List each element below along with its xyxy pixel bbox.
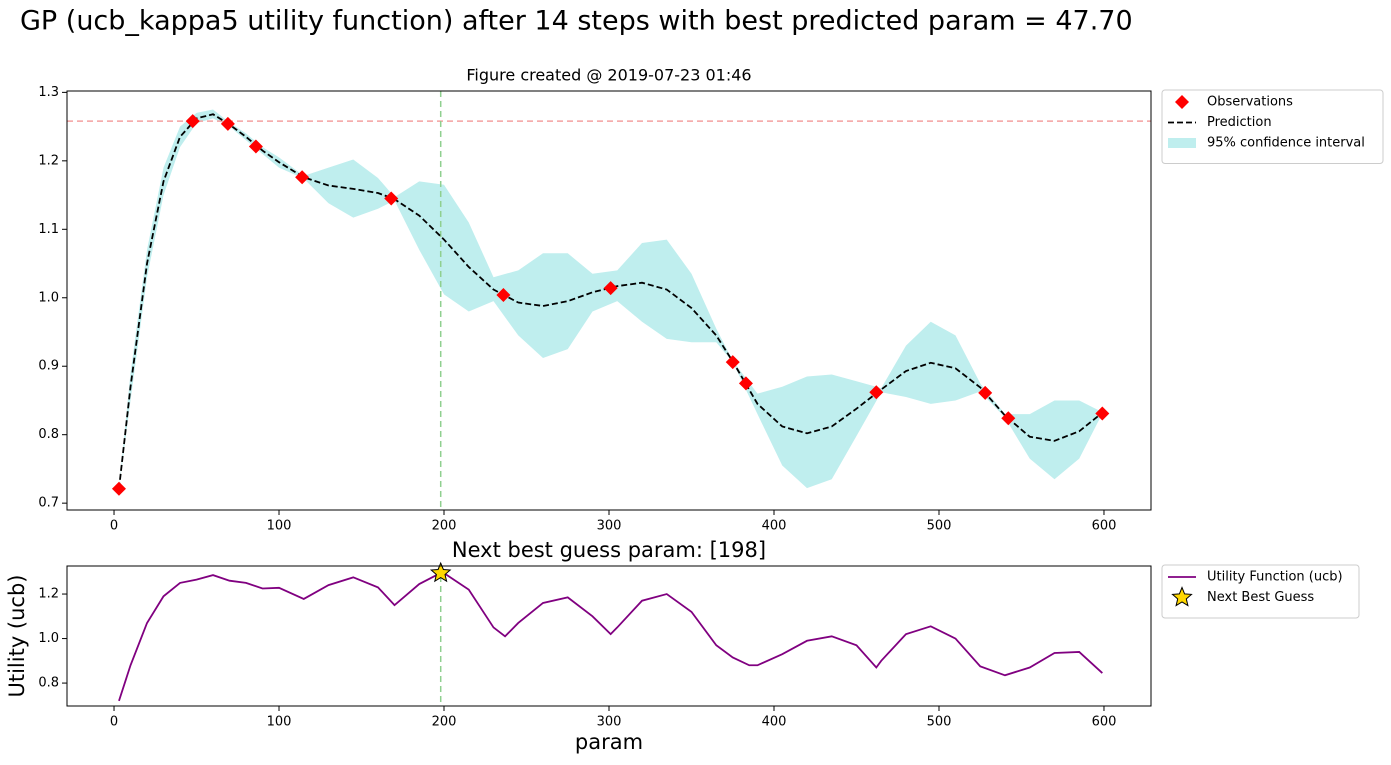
diamond-marker (869, 385, 884, 400)
diamond-marker (496, 288, 511, 303)
legend-box (1161, 564, 1360, 619)
diamond-marker (248, 139, 263, 154)
x-tick-label: 600 (1092, 519, 1117, 534)
legend-label: Observations (1207, 95, 1293, 110)
axes-frame (66, 90, 1152, 511)
y-axis-label: Utility (ucb) (5, 574, 29, 697)
x-tick-label: 100 (267, 715, 292, 730)
plot-area (118, 566, 1103, 706)
y-tick-label: 0.9 (38, 359, 59, 374)
y-tick-label: 1.3 (38, 85, 59, 100)
x-tick-label: 500 (927, 519, 952, 534)
series-line (118, 113, 1103, 489)
confidence-band (118, 109, 1103, 489)
figure-title: GP (ucb_kappa5 utility function) after 1… (20, 6, 1133, 37)
x-tick-label: 600 (1092, 715, 1117, 730)
diamond-marker (725, 355, 740, 370)
diamond-marker (603, 281, 618, 296)
x-tick-label: 400 (762, 715, 787, 730)
series-line (118, 571, 1103, 702)
x-tick-label: 300 (597, 715, 622, 730)
x-tick-label: 400 (762, 519, 787, 534)
plot-area (67, 91, 1151, 510)
y-tick-label: 1.2 (38, 153, 59, 168)
legend-label: Utility Function (ucb) (1207, 570, 1343, 585)
x-tick-label: 0 (110, 715, 118, 730)
y-tick-label: 1.2 (38, 587, 59, 602)
star-marker (1171, 586, 1193, 607)
legend-label: Prediction (1207, 115, 1272, 130)
x-tick-label: 500 (927, 715, 952, 730)
diamond-marker (111, 481, 126, 496)
y-tick-label: 1.0 (38, 290, 59, 305)
x-tick-label: 300 (597, 519, 622, 534)
x-tick-label: 100 (267, 519, 292, 534)
x-axis-label: param (575, 730, 643, 754)
y-tick-label: 1.0 (38, 631, 59, 646)
y-tick-label: 1.1 (38, 222, 59, 237)
diamond-marker (738, 376, 753, 391)
chart-title: Next best guess param: [198] (452, 538, 766, 562)
x-tick-label: 200 (432, 519, 457, 534)
y-tick-label: 0.8 (38, 676, 59, 691)
diamond-marker (220, 116, 235, 131)
x-tick-label: 200 (432, 715, 457, 730)
chart-title: Figure created @ 2019-07-23 01:46 (466, 66, 751, 85)
diamond-marker (384, 191, 399, 206)
y-tick-label: 0.8 (38, 427, 59, 442)
legend-label: Next Best Guess (1207, 590, 1314, 605)
axes-frame (66, 565, 1152, 707)
legend-box (1161, 89, 1384, 164)
star-marker (429, 561, 452, 583)
diamond-marker (1001, 411, 1016, 426)
legend-label: 95% confidence interval (1207, 136, 1365, 151)
diamond-marker (185, 114, 200, 129)
x-tick-label: 0 (110, 519, 118, 534)
diamond-marker (1175, 95, 1189, 109)
legend-swatch (1168, 138, 1196, 148)
diamond-marker (978, 385, 993, 400)
y-tick-label: 0.7 (38, 496, 59, 511)
diamond-marker (1095, 406, 1110, 421)
diamond-marker (295, 170, 310, 185)
